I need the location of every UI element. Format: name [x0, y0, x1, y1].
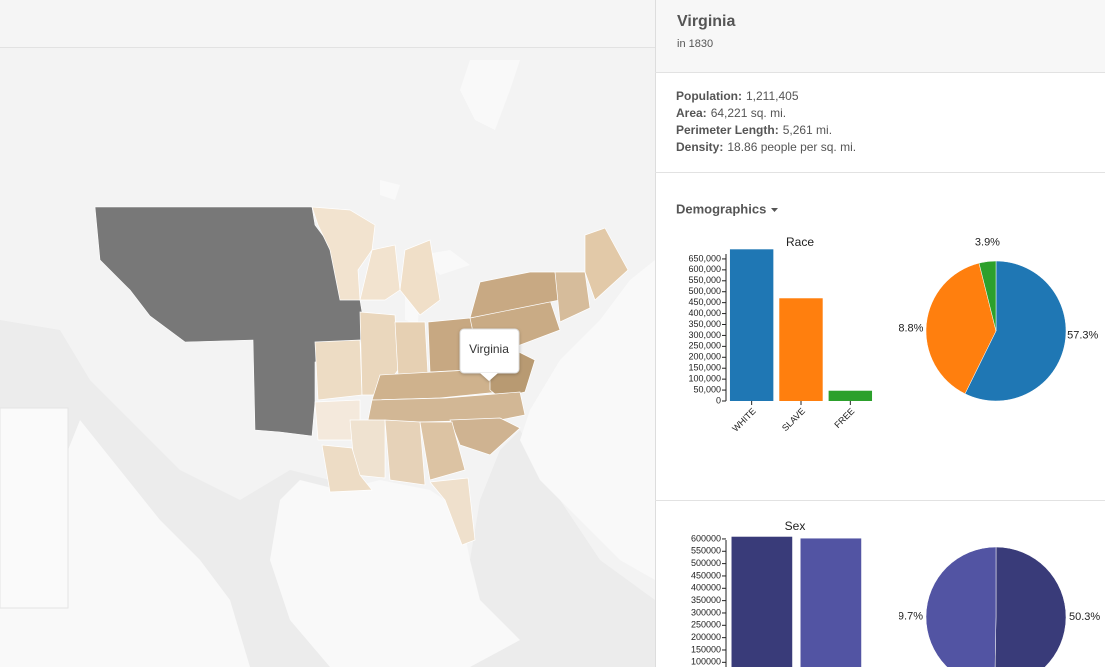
map-legend-box: [0, 407, 69, 609]
y-tick-label: 200,000: [688, 352, 721, 362]
stat-line: Population: 1,211,405: [676, 89, 799, 103]
stat-label: Population:: [676, 89, 742, 103]
y-tick-label: 150,000: [688, 363, 721, 373]
y-tick-label: 150000: [691, 644, 721, 654]
pie-label: 49.7%: [892, 611, 923, 623]
y-tick-label: 550000: [691, 546, 721, 556]
y-tick-label: 250000: [691, 620, 721, 630]
pie-slice: [978, 260, 997, 332]
bar: [729, 249, 774, 401]
stat-line: Density: 18.86 people per sq. mi.: [676, 140, 856, 154]
y-tick-label: 50,000: [693, 384, 721, 394]
top-bar: [0, 0, 655, 47]
y-tick-label: 400,000: [688, 308, 721, 318]
stat-label: Density:: [676, 140, 723, 154]
stats: Population: 1,211,405 Area: 64,221 sq. mi. P…: [676, 89, 856, 154]
bar: [779, 298, 823, 401]
bar-chart: Sex 100000 150000 200000 250000 300000 350000 4…: [691, 519, 862, 667]
chart-title: Sex: [785, 519, 806, 533]
y-tick-label: 450000: [691, 570, 721, 580]
stat-line: Area: 64,221 sq. mi.: [676, 106, 786, 120]
y-tick-label: 250,000: [688, 341, 721, 351]
y-tick-label: 100,000: [688, 374, 721, 384]
y-tick-label: 650,000: [688, 253, 721, 263]
pie-slice: [925, 546, 997, 667]
pie-slice: [994, 546, 1067, 667]
y-tick-label: 100000: [691, 657, 721, 667]
y-tick-label: 500000: [691, 558, 721, 568]
map[interactable]: Virginia: [0, 48, 655, 667]
y-tick-label: 350,000: [688, 319, 721, 329]
bar: [800, 538, 862, 667]
y-tick-label: 500,000: [688, 286, 721, 296]
y-tick-label: 450,000: [688, 297, 721, 307]
stat-label: Perimeter Length:: [676, 123, 779, 137]
panel-title: Virginia: [677, 13, 735, 30]
y-tick-label: 400000: [691, 583, 721, 593]
stat-value: 64,221 sq. mi.: [711, 106, 786, 120]
panel-subtitle: in 1830: [677, 38, 713, 50]
y-tick-label: 550,000: [688, 275, 721, 285]
y-tick-label: 300,000: [688, 330, 721, 340]
y-tick-label: 600000: [691, 533, 721, 543]
pie-label: 50.3%: [1069, 611, 1100, 623]
y-tick-label: 0: [716, 395, 721, 405]
map-tooltip: Virginia: [469, 342, 509, 356]
pie-label: 3.9%: [975, 237, 1000, 249]
bar: [828, 390, 873, 401]
chart-title: Race: [786, 235, 814, 249]
section-title[interactable]: Demographics: [676, 201, 766, 216]
pie-slice: [925, 262, 997, 395]
y-tick-label: 350000: [691, 595, 721, 605]
stat-value: 5,261 mi.: [783, 123, 832, 137]
stat-line: Perimeter Length: 5,261 mi.: [676, 123, 832, 137]
charts: Race050,000100,000150,000200,000250,0003…: [688, 235, 1100, 667]
stat-value: 1,211,405: [746, 89, 799, 103]
pie-chart: 50.3% 49.7%: [892, 546, 1100, 667]
stat-value: 18.86 people per sq. mi.: [727, 140, 856, 154]
y-tick-label: 600,000: [688, 264, 721, 274]
pie-label: 57.3%: [1067, 330, 1098, 342]
y-tick-label: 300000: [691, 607, 721, 617]
pie-slice: [964, 260, 1067, 402]
pie-label: 38.8%: [892, 323, 923, 335]
bar: [731, 536, 793, 667]
y-tick-label: 200000: [691, 632, 721, 642]
pie-chart: 57.3% 38.8% 3.9%: [892, 237, 1098, 402]
demographics-toggle[interactable]: Demographics: [676, 201, 778, 216]
stat-label: Area:: [676, 106, 707, 120]
